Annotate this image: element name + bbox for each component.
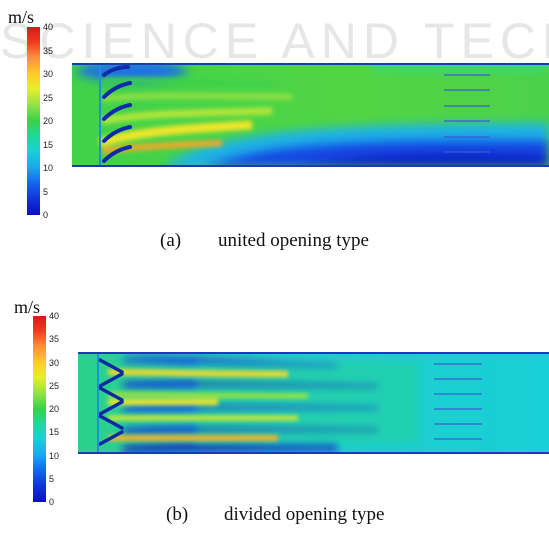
unit-label-a: m/s (8, 7, 34, 28)
colorbar-ticks-b: 40 35 30 25 20 15 10 5 0 (49, 316, 73, 502)
tick-label: 40 (43, 22, 53, 32)
tick-label: 20 (43, 116, 53, 126)
colorbar-gradient-a (27, 27, 40, 215)
colorbar-a: 40 35 30 25 20 15 10 5 0 (27, 27, 40, 215)
tick-label: 0 (49, 497, 54, 507)
tick-label: 15 (43, 140, 53, 150)
tick-label: 15 (49, 427, 59, 437)
colorbar-ticks-a: 40 35 30 25 20 15 10 5 0 (43, 27, 67, 215)
tick-label: 40 (49, 311, 59, 321)
tick-label: 5 (43, 187, 48, 197)
tick-label: 35 (49, 334, 59, 344)
tick-label: 5 (49, 474, 54, 484)
tick-label: 0 (43, 210, 48, 220)
velocity-contour-a (72, 63, 549, 167)
tick-label: 25 (49, 381, 59, 391)
colorbar-gradient-b (33, 316, 46, 502)
caption-a: (a) united opening type (160, 230, 369, 252)
caption-b: (b) divided opening type (166, 504, 384, 526)
tick-label: 35 (43, 46, 53, 56)
tick-label: 30 (49, 358, 59, 368)
caption-label-b: (b) (166, 504, 224, 526)
tick-label: 20 (49, 404, 59, 414)
tick-label: 10 (43, 163, 53, 173)
tick-label: 25 (43, 93, 53, 103)
colorbar-b: 40 35 30 25 20 15 10 5 0 (33, 316, 46, 502)
unit-label-b: m/s (14, 297, 40, 318)
tick-label: 10 (49, 451, 59, 461)
caption-label-a: (a) (160, 230, 218, 252)
tick-label: 30 (43, 69, 53, 79)
velocity-contour-b (78, 352, 549, 454)
caption-text-b: divided opening type (224, 504, 384, 525)
caption-text-a: united opening type (218, 230, 369, 251)
